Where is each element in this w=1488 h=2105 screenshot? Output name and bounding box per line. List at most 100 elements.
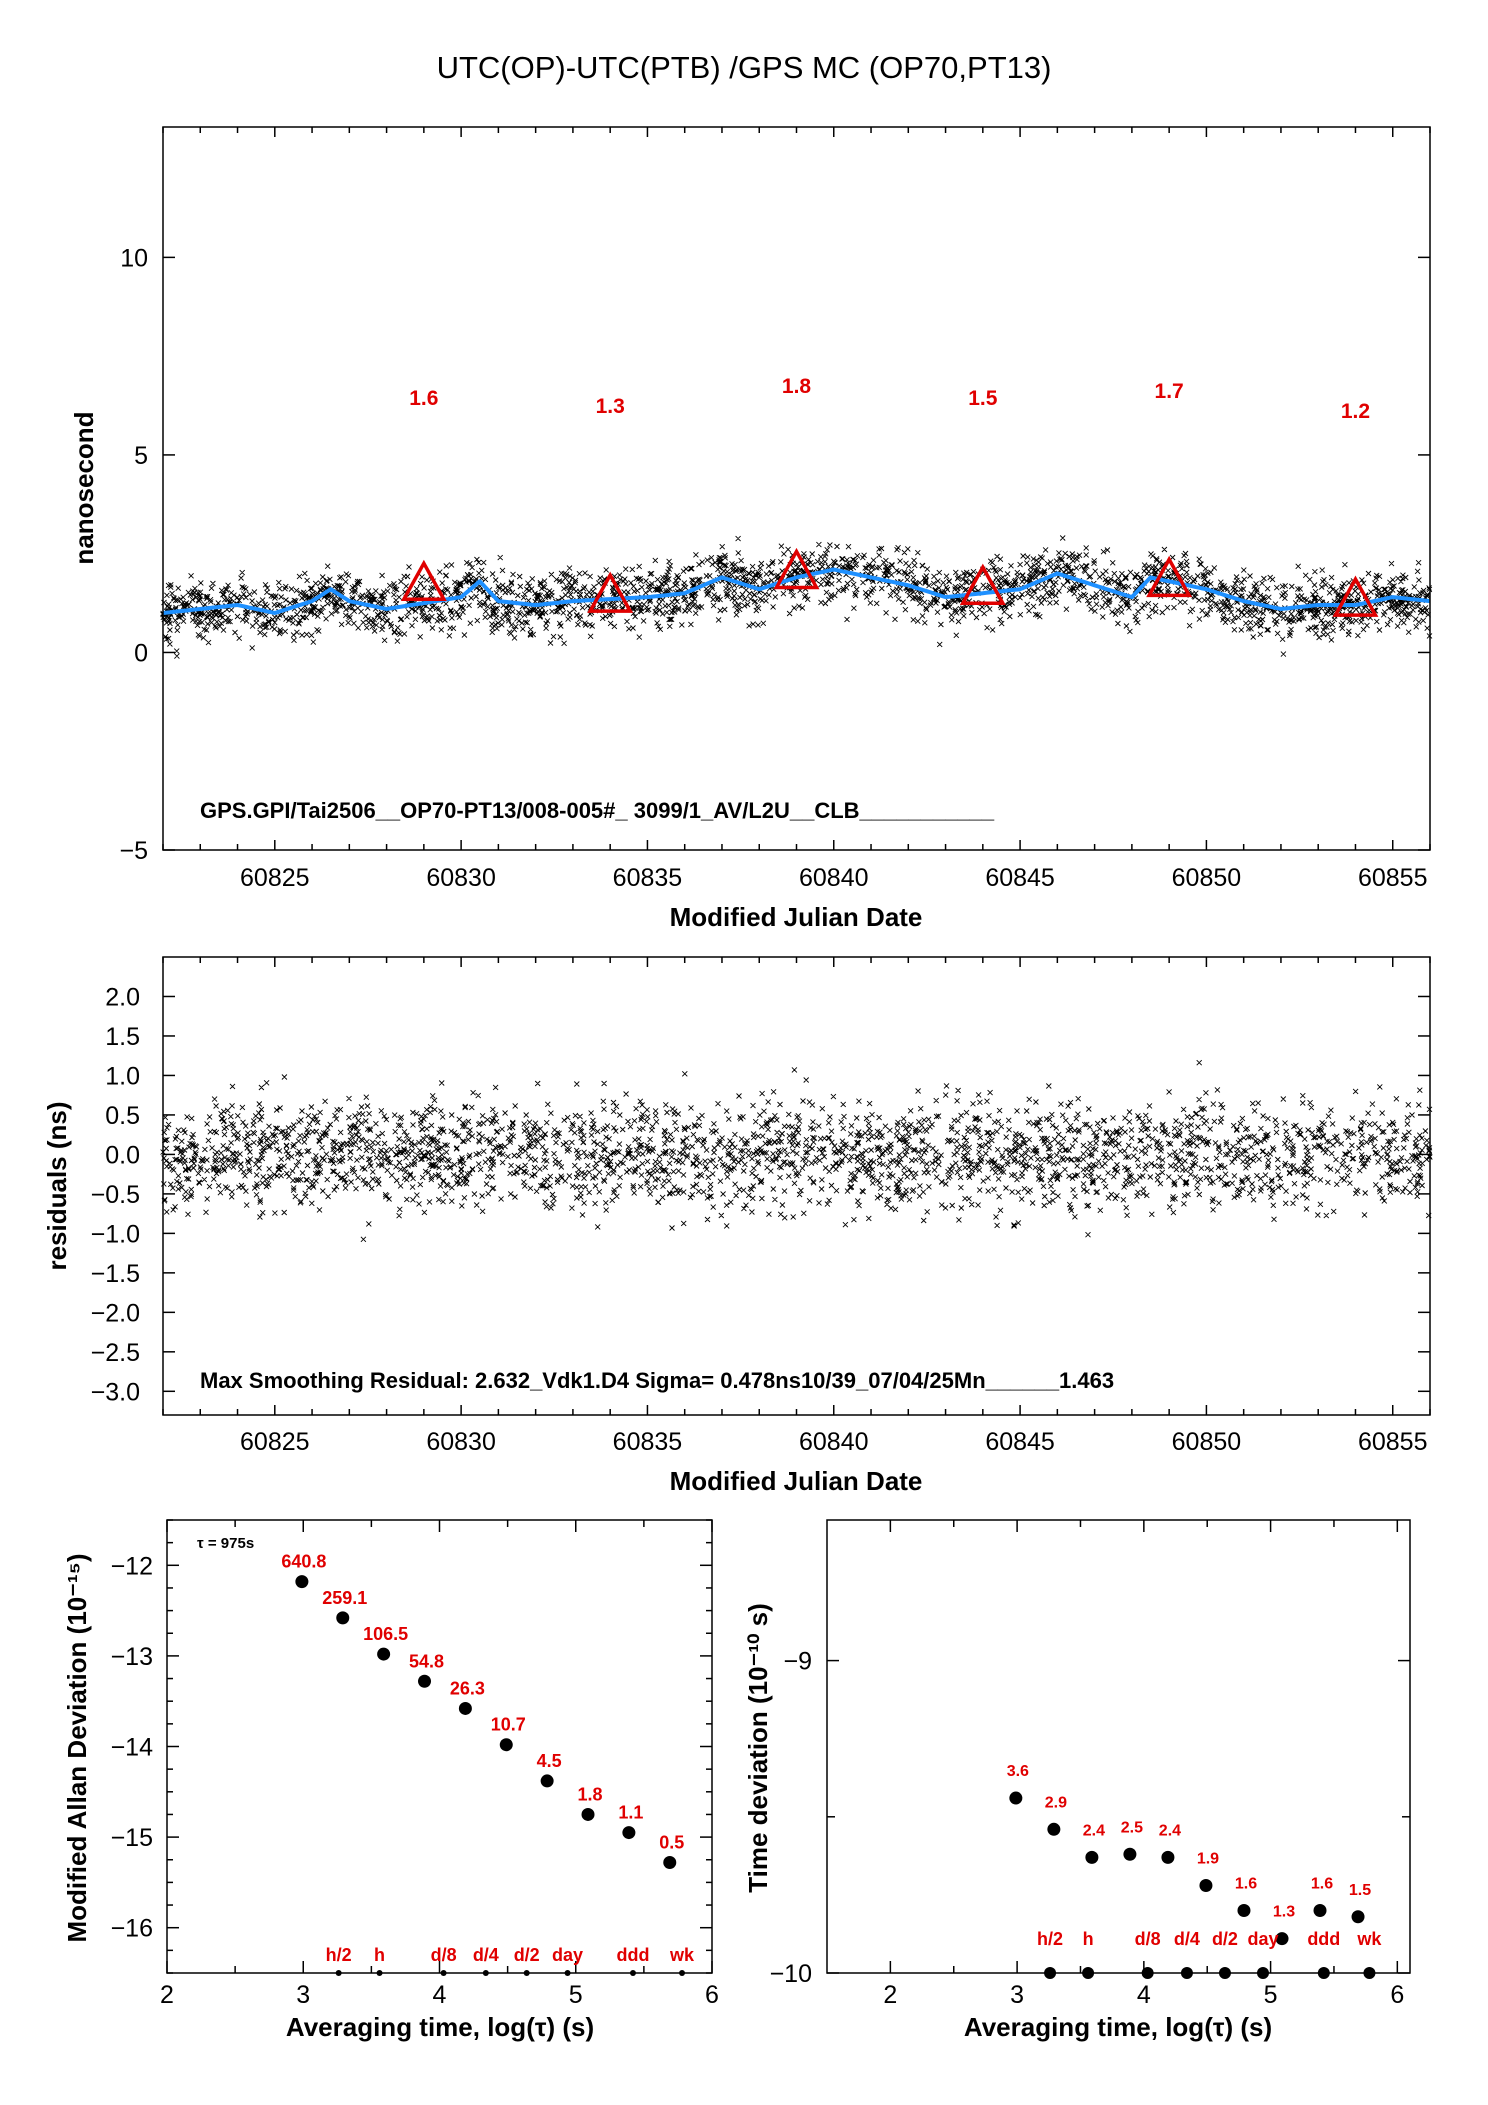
tdev-panel: 2 3 4 5 6 −9 −10 3.6 2.9 2.4 2.5 2.4 1.9 1.6 1.3 1.6 1.… [743, 1519, 1411, 2042]
tdev-time-marker-label: wk [1356, 1929, 1382, 1949]
top-x-axis-label: Modified Julian Date [670, 902, 923, 932]
residuals-annotation: Max Smoothing Residual: 2.632_Vdk1.D4 Si… [200, 1368, 1114, 1393]
y-tick-label: 0 [134, 639, 148, 667]
x-tick-label: 60850 [1172, 864, 1242, 892]
mdev-points-group: 640.8 259.1 106.554.8 26.3 10.7 4.5 1.8 1.1 0.5 h… [281, 1552, 695, 1976]
marker-value-label: 1.5 [968, 387, 998, 410]
mdev-point-label: 106.5 [363, 1624, 408, 1644]
mdev-time-marker [376, 1970, 383, 1976]
tdev-time-marker [1256, 1967, 1269, 1979]
x-tick-label: 60850 [1172, 1428, 1242, 1456]
figure-title: UTC(OP)-UTC(PTB) /GPS MC (OP70,PT13) [437, 50, 1052, 85]
mdev-time-marker-label: day [552, 1945, 583, 1965]
y-tick-label: 0.0 [105, 1141, 140, 1169]
mdev-y-axis-label: Modified Allan Deviation (10⁻¹⁵) [62, 1554, 92, 1943]
tdev-point-label: 2.5 [1121, 1819, 1143, 1836]
mdev-time-marker [523, 1970, 530, 1976]
tdev-x-axis-label: Averaging time, log(τ) (s) [964, 2012, 1272, 2042]
y-tick-label: −12 [111, 1552, 153, 1580]
x-tick-label: 60835 [613, 864, 683, 892]
tdev-point-label: 1.9 [1197, 1851, 1219, 1868]
tdev-point [1275, 1932, 1289, 1946]
x-tick-label: 6 [1390, 1981, 1404, 2009]
mdev-point-label: 54.8 [409, 1651, 444, 1671]
mdev-point-label: 1.1 [618, 1803, 643, 1823]
top-ticks-group: 60825 60830 60835 60840 60845 60850 60855 10 5 0 −… [119, 127, 1431, 892]
top-markers-group: 1.6 1.3 1.8 1.5 1.7 1.2 [400, 375, 1379, 617]
y-tick-label: −2.5 [91, 1339, 140, 1367]
x-tick-label: 6 [705, 1981, 719, 2009]
marker-value-label: 1.6 [409, 387, 438, 410]
mdev-point [377, 1647, 391, 1661]
tdev-point-label: 2.4 [1159, 1822, 1181, 1839]
mdev-point [295, 1575, 309, 1589]
residuals-x-axis-label: Modified Julian Date [670, 1466, 923, 1496]
tdev-point-label: 1.5 [1349, 1882, 1371, 1899]
residuals-y-axis-label: residuals (ns) [42, 1101, 72, 1270]
x-tick-label: 60830 [426, 864, 496, 892]
mdev-time-marker-label: d/2 [514, 1945, 540, 1965]
tdev-point-label: 3.6 [1007, 1763, 1029, 1780]
mdev-point [418, 1674, 432, 1688]
tdev-point-label: 2.9 [1045, 1794, 1067, 1811]
tdev-time-marker [1218, 1967, 1231, 1979]
mdev-point [336, 1611, 350, 1625]
y-tick-label: −10 [770, 1960, 812, 1988]
y-tick-label: 1.5 [105, 1023, 140, 1051]
mdev-point-label: 1.8 [577, 1784, 602, 1804]
y-tick-label: −13 [111, 1643, 153, 1671]
residuals-plot-frame [162, 956, 1431, 1416]
tdev-time-marker [1317, 1967, 1330, 1979]
smoothed-curve [162, 567, 1431, 615]
mdev-time-marker-label: d/4 [473, 1945, 499, 1965]
y-tick-label: 10 [120, 244, 148, 272]
tdev-time-marker-label: h [1083, 1929, 1094, 1949]
x-tick-label: 60855 [1358, 1428, 1428, 1456]
residual-scatter-points [160, 1059, 1433, 1243]
tdev-point [1237, 1904, 1251, 1918]
tdev-point [1161, 1850, 1175, 1864]
mdev-time-marker-label: d/8 [431, 1945, 457, 1965]
tdev-time-marker [1044, 1967, 1057, 1979]
mdev-point-label: 0.5 [659, 1832, 684, 1852]
y-tick-label: −0.5 [91, 1181, 140, 1209]
mdev-x-axis-label: Averaging time, log(τ) (s) [286, 2012, 594, 2042]
y-tick-label: 0.5 [105, 1102, 140, 1130]
tdev-points-group: 3.6 2.9 2.4 2.5 2.4 1.9 1.6 1.3 1.6 1.5 h/2 h d/8 d/4… [1007, 1763, 1382, 1979]
tdev-point [1351, 1910, 1365, 1924]
x-tick-label: 60835 [613, 1428, 683, 1456]
y-tick-label: −9 [783, 1648, 812, 1676]
mdev-time-marker-label: ddd [616, 1945, 649, 1965]
mdev-time-marker-label: wk [669, 1945, 695, 1965]
y-tick-label: −15 [111, 1824, 153, 1852]
red-triangle-marker [400, 559, 447, 602]
tdev-point [1199, 1879, 1213, 1893]
red-triangle-marker [1146, 555, 1193, 598]
y-tick-label: −16 [111, 1915, 153, 1943]
x-tick-label: 60855 [1358, 864, 1428, 892]
top-timeseries-panel: 1.6 1.31.81.5 1.71.2 60825 60830 60835 60840 6… [69, 126, 1433, 932]
tdev-point [1047, 1822, 1061, 1836]
y-tick-label: 2.0 [105, 983, 140, 1011]
tdev-time-marker-label: ddd [1307, 1929, 1340, 1949]
x-tick-label: 4 [1137, 1981, 1151, 2009]
mdev-point [540, 1774, 554, 1788]
residuals-panel: 60825 60830 60835 60840 60845 60850 60855 2.0 1.… [42, 956, 1433, 1496]
top-scatter-points [160, 535, 1433, 659]
tdev-time-marker-label: d/2 [1212, 1929, 1238, 1949]
y-tick-label: −3.0 [91, 1378, 140, 1406]
x-tick-label: 60825 [240, 864, 310, 892]
y-tick-label: −1.5 [91, 1260, 140, 1288]
mdev-point-label: 26.3 [450, 1678, 485, 1698]
tdev-y-axis-label: Time deviation (10⁻¹⁰ s) [743, 1603, 773, 1893]
y-tick-label: 5 [134, 442, 148, 470]
tdev-time-marker-label: day [1247, 1929, 1278, 1949]
mdev-time-marker-label: h/2 [326, 1945, 352, 1965]
tdev-point [1123, 1847, 1137, 1861]
mdev-point [622, 1826, 636, 1840]
tdev-time-marker [1363, 1967, 1376, 1979]
mdev-time-marker [679, 1970, 686, 1976]
y-tick-label: 1.0 [105, 1062, 140, 1090]
mdev-time-marker [335, 1970, 342, 1976]
